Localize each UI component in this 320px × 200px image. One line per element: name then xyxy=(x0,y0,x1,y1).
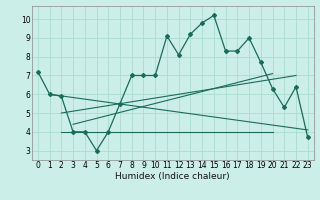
X-axis label: Humidex (Indice chaleur): Humidex (Indice chaleur) xyxy=(116,172,230,181)
